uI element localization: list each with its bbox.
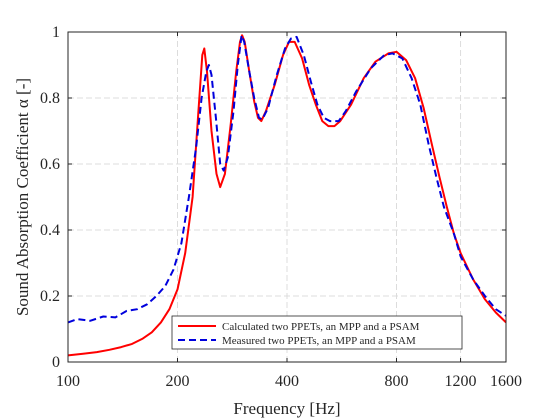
legend-label-calculated: Calculated two PPETs, an MPP and a PSAM xyxy=(222,321,420,333)
series-line-measured xyxy=(67,34,507,324)
legend: Calculated two PPETs, an MPP and a PSAM … xyxy=(171,315,463,350)
y-tick-label: 0.4 xyxy=(40,222,60,239)
axis-ticks: 100 200 400 800 1200 1600 0 0.2 0.4 0.6 0.8 1 xyxy=(40,24,522,390)
series-line-calculated xyxy=(67,34,507,357)
x-tick-label: 800 xyxy=(385,373,409,390)
series-lines xyxy=(67,34,507,357)
y-tick-label: 0 xyxy=(52,354,60,371)
y-tick-label: 1 xyxy=(52,24,60,41)
x-axis-label: Frequency [Hz] xyxy=(233,399,340,418)
y-tick-label: 0.2 xyxy=(40,288,60,305)
x-tick-label: 400 xyxy=(275,373,299,390)
legend-box xyxy=(171,315,463,350)
x-tick-label: 100 xyxy=(56,373,80,390)
y-tick-label: 0.8 xyxy=(40,90,60,107)
grid xyxy=(67,31,507,363)
x-tick-label: 1600 xyxy=(490,373,522,390)
y-axis-label: Sound Absorption Coefficient α [-] xyxy=(13,78,32,316)
y-tick-label: 0.6 xyxy=(40,156,60,173)
x-tick-label: 1200 xyxy=(445,373,477,390)
x-tick-label: 200 xyxy=(166,373,190,390)
legend-label-measured: Measured two PPETs, an MPP and a PSAM xyxy=(222,335,416,347)
